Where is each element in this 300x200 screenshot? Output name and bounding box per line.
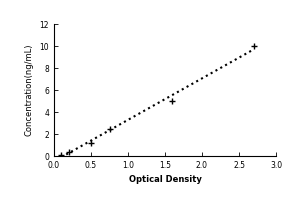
Y-axis label: Concentration(ng/mL): Concentration(ng/mL) xyxy=(25,44,34,136)
X-axis label: Optical Density: Optical Density xyxy=(129,175,201,184)
